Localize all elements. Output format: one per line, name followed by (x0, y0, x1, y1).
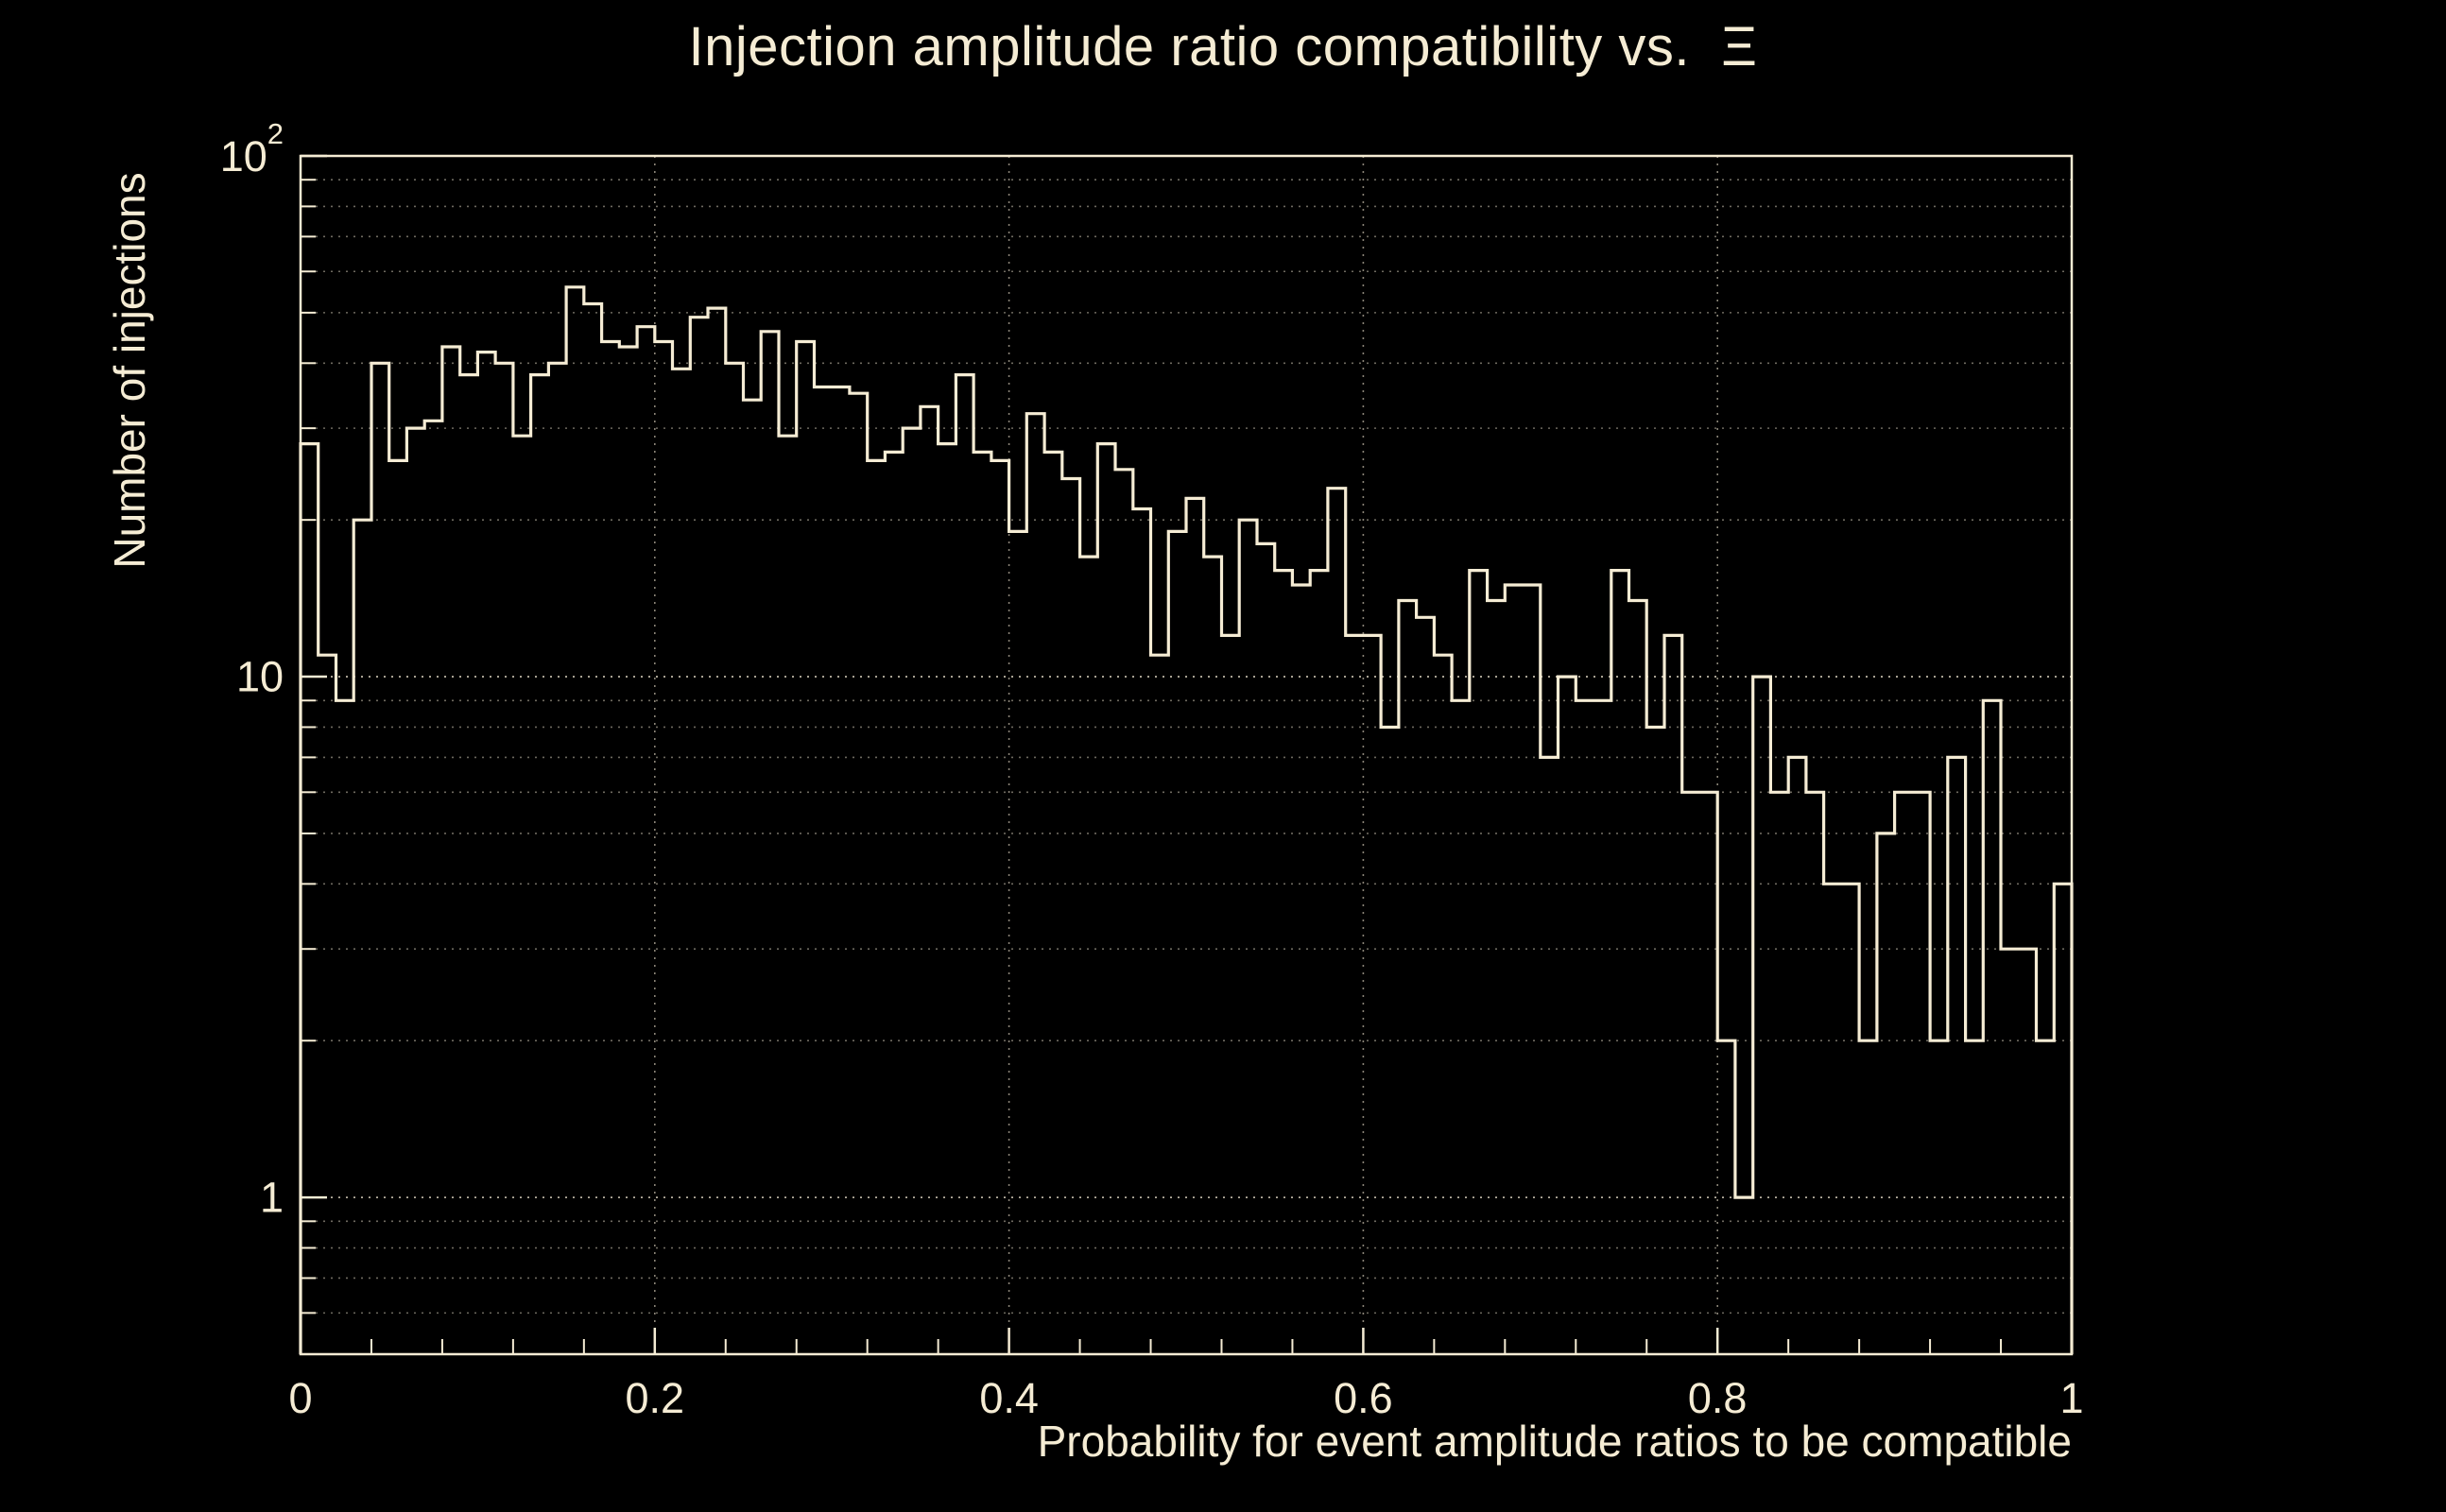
axis-tick-labels: 0 0.2 0.4 0.6 0.8 1 1 10 102 (220, 117, 2084, 1423)
x-tick-label: 0.6 (1334, 1374, 1393, 1422)
x-tick-label: 0.8 (1688, 1374, 1748, 1422)
y-tick-label: 102 (220, 117, 284, 180)
gridlines (301, 156, 2072, 1354)
x-tick-label: 1 (2059, 1374, 2083, 1422)
x-tick-label: 0 (288, 1374, 312, 1422)
chart-title: Injection amplitude ratio compatibility … (688, 16, 1758, 77)
histogram-series (299, 285, 2074, 1354)
histogram-path (299, 285, 2074, 1354)
y-tick-label: 1 (260, 1174, 284, 1222)
x-axis-title: Probability for event amplitude ratios t… (1037, 1417, 2072, 1466)
y-tick-label: 10 (236, 653, 284, 701)
axis-ticks (299, 154, 2074, 1354)
x-tick-label: 0.2 (626, 1374, 685, 1422)
x-tick-label: 0.4 (979, 1374, 1039, 1422)
